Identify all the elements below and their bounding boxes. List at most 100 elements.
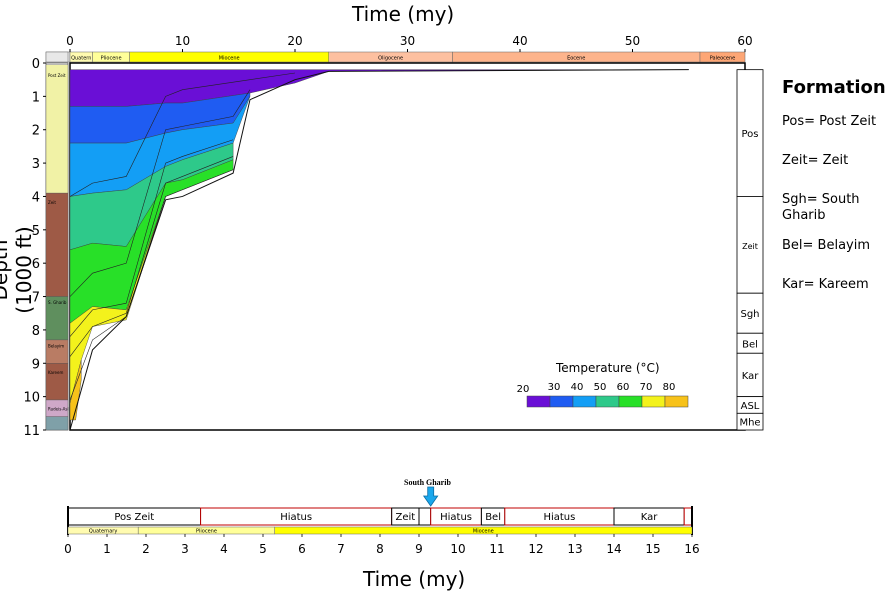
timeline-tick-label: 8 (376, 542, 384, 556)
temperature-legend-tick: 80 (663, 382, 676, 393)
timeline-tick-label: 16 (684, 542, 699, 556)
burial-horizon-line (69, 89, 251, 297)
formation-legend-item: Kar= Kareem (782, 277, 869, 292)
timeline-tick-label: 14 (606, 542, 621, 556)
age-bar-label: Eocene (567, 56, 585, 62)
y-tick-label: 7 (32, 291, 40, 306)
temperature-legend-swatch (641, 395, 666, 408)
temperature-legend-swatch (526, 395, 551, 408)
temperature-legend-swatch (618, 395, 643, 408)
formation-column-cell (736, 292, 764, 334)
y-tick-label: 4 (32, 190, 40, 205)
age-bar-segment (699, 51, 746, 63)
x-tick-label: 50 (625, 34, 640, 48)
y-tick-label: 1 (32, 90, 40, 105)
y-tick-label: 10 (23, 391, 40, 406)
temperature-legend-tick: 50 (594, 382, 607, 393)
temperature-legend-swatch (664, 395, 689, 408)
formation-legend: Formation Pos= Post Zeit Zeit= Zeit Sgh=… (782, 77, 886, 316)
timeline-event-label: Zeit (395, 512, 415, 523)
strat-column-label: Zeit (48, 200, 56, 205)
south-gharib-arrow-icon (422, 486, 439, 507)
temperature-legend-tick: 40 (571, 382, 584, 393)
y-tick-label: 8 (32, 324, 40, 339)
y-tick-label: 6 (32, 257, 40, 272)
timeline-event-label: Bel (485, 512, 501, 523)
age-bar-label: Miocene (219, 56, 240, 62)
burial-horizon-line (69, 72, 296, 197)
x-tick-label: 10 (175, 34, 190, 48)
south-gharib-annotation: South Gharib (404, 478, 451, 487)
timeline-tick-label: 11 (489, 542, 504, 556)
formation-legend-item: Bel= Belayim (782, 238, 871, 253)
timeline-tick-label: 0 (64, 542, 72, 556)
temperature-legend-swatch (572, 395, 597, 408)
strat-column-label: Rudeis-Asl (48, 407, 69, 412)
formation-column-label: Bel (742, 339, 758, 350)
strat-column-unit (45, 64, 69, 194)
bottom-x-axis-title: Time (my) (363, 567, 466, 591)
formation-column-cell (736, 412, 764, 431)
formation-column-label: Zeit (742, 242, 758, 251)
timeline-tick-label: 2 (142, 542, 150, 556)
y-axis-title: Depth (1000 ft) (0, 226, 36, 314)
temperature-legend-tick: 30 (548, 382, 561, 393)
age-header-cell (45, 51, 69, 63)
temperature-legend-swatch (595, 395, 620, 408)
timeline-tick-label: 12 (528, 542, 543, 556)
formation-legend-item: Sgh= South Gharib (782, 192, 860, 223)
timeline-event-cell (418, 507, 432, 526)
timeline-event-cell (683, 507, 693, 526)
formation-column-label: ASL (741, 401, 760, 412)
x-tick-label: 60 (737, 34, 752, 48)
burial-horizon-line (69, 139, 234, 337)
formation-legend-item: Zeit= Zeit (782, 153, 849, 168)
top-x-axis-title: Time (my) (352, 2, 455, 26)
timeline-tick-label: 10 (450, 542, 465, 556)
strat-column-label: Belayim (48, 343, 64, 348)
timeline-event-label: Kar (641, 512, 659, 523)
age-bar-label: Quatern (71, 56, 91, 62)
x-tick-label: 20 (287, 34, 302, 48)
formation-legend-heading: Formation (782, 77, 886, 98)
burial-horizon-line (69, 156, 234, 357)
timeline-age-segment (274, 526, 693, 535)
burial-base-line (69, 69, 689, 431)
formation-column-label: Kar (742, 371, 760, 382)
timeline-tick-label: 7 (337, 542, 345, 556)
timeline-age-label: Quaternary (89, 529, 117, 535)
timeline-tick-label: 15 (645, 542, 660, 556)
age-bar-label: Pliocene (101, 56, 122, 62)
timeline-tick-label: 3 (181, 542, 189, 556)
y-tick-label: 9 (32, 357, 40, 372)
temperature-legend-title: Temperature (°C) (556, 361, 660, 375)
timeline-event-label: Hiatus (280, 512, 312, 523)
timeline-tick-label: 5 (259, 542, 267, 556)
formation-column-label: Sgh (740, 309, 759, 320)
strat-column-unit (45, 192, 69, 297)
formation-column-label: Pos (741, 129, 758, 140)
timeline-tick-label: 9 (415, 542, 423, 556)
timeline-age-label: Pliocene (196, 529, 217, 535)
x-tick-label: 30 (400, 34, 415, 48)
age-bar-label: Oligocene (378, 56, 403, 62)
y-tick-label: 3 (32, 157, 40, 172)
y-tick-label: 5 (32, 224, 40, 239)
y-tick-label: 0 (32, 57, 40, 72)
strat-column-label: Kareem (48, 370, 63, 375)
temperature-legend-swatch (549, 395, 574, 408)
strat-column-unit (45, 416, 69, 431)
temperature-legend-tick: 70 (640, 382, 653, 393)
timeline-tick-label: 4 (220, 542, 228, 556)
x-tick-label: 40 (512, 34, 527, 48)
formation-legend-item: Pos= Post Zeit (782, 114, 877, 129)
strat-column-unit (45, 363, 69, 401)
y-tick-label: 2 (32, 124, 40, 139)
timeline-age-label: Miocene (473, 529, 494, 535)
strat-column-label: Post Zeit (48, 73, 66, 78)
formation-column-label: Mhe (739, 418, 760, 429)
y-tick-label: 11 (23, 424, 40, 439)
timeline-event-label: Hiatus (440, 512, 472, 523)
timeline-event-label: Pos Zeit (114, 512, 154, 523)
